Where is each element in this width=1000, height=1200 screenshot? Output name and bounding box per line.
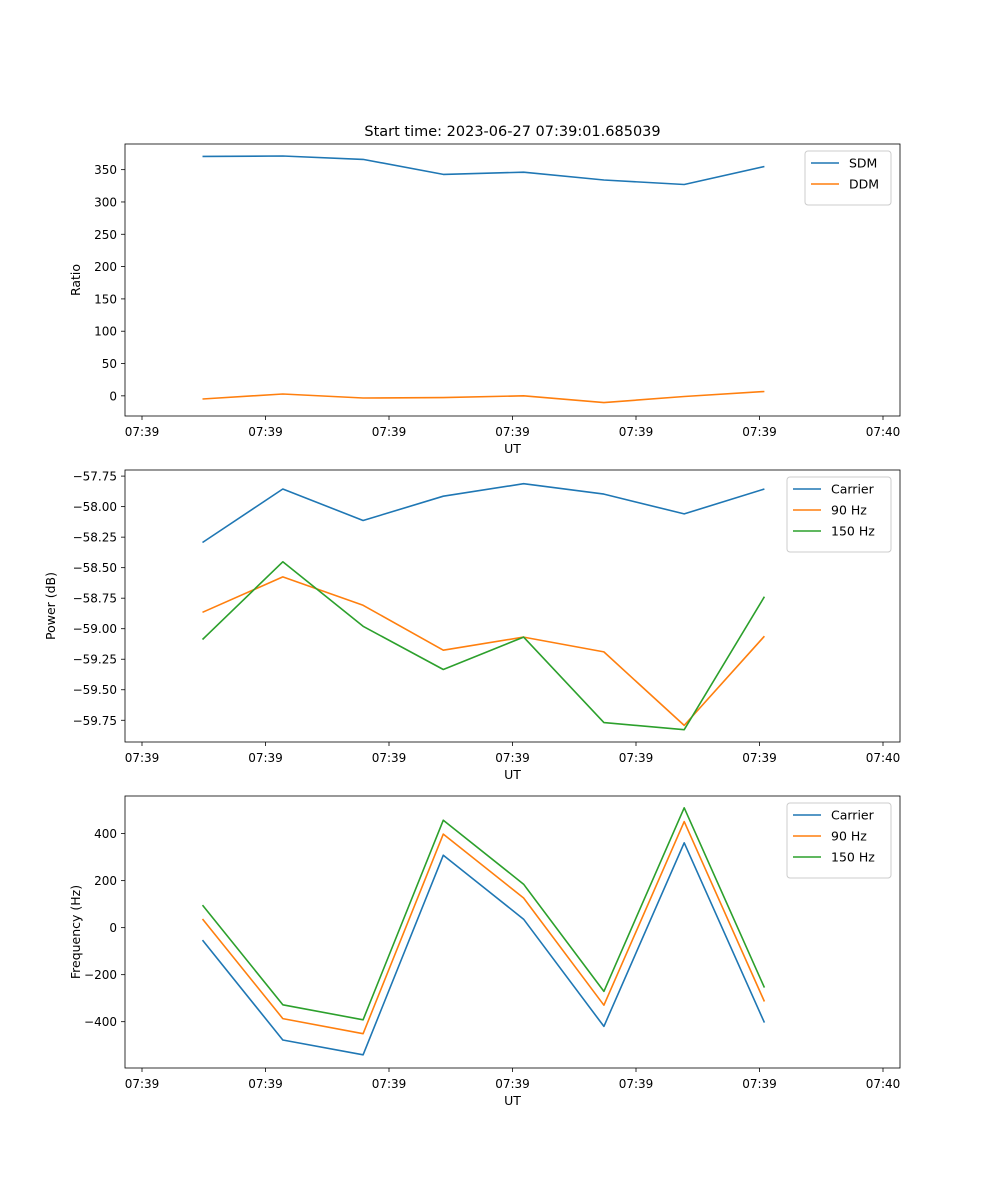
y-tick-label: −57.75 xyxy=(73,470,117,484)
y-tick-label: 250 xyxy=(94,228,117,242)
legend-box xyxy=(786,476,892,553)
x-tick-label: 07:39 xyxy=(372,1077,407,1091)
x-tick-label: 07:40 xyxy=(866,425,901,439)
x-tick-label: 07:39 xyxy=(372,425,407,439)
y-tick-label: −59.50 xyxy=(73,683,117,697)
x-axis-label: UT xyxy=(504,767,521,782)
x-axis-label: UT xyxy=(504,1093,521,1108)
y-tick-label: −58.75 xyxy=(73,592,117,606)
x-tick-label: 07:39 xyxy=(619,1077,654,1091)
legend-label: 150 Hz xyxy=(831,524,875,539)
x-tick-label: 07:39 xyxy=(125,751,160,765)
y-tick-label: −59.25 xyxy=(73,653,117,667)
y-tick-label: 200 xyxy=(94,260,117,274)
x-axis-label: UT xyxy=(504,441,521,456)
x-tick-label: 07:40 xyxy=(866,1077,901,1091)
power-panel: 07:39 07:39 07:39 07:39 07:39 07:39 07:40 −59.7… xyxy=(43,469,901,782)
x-tick-label: 07:39 xyxy=(248,751,283,765)
y-axis-label: Frequency (Hz) xyxy=(68,885,83,979)
y-tick-label: 200 xyxy=(94,874,117,888)
y-tick-label: 0 xyxy=(109,921,117,935)
y-tick-label: −400 xyxy=(84,1015,117,1029)
frequency-panel: 07:39 07:39 07:39 07:39 07:39 07:39 07:40 −400 −… xyxy=(68,795,901,1108)
x-tick-label: 07:39 xyxy=(495,425,530,439)
y-axis-label: Ratio xyxy=(68,264,83,296)
y-tick-label: −58.25 xyxy=(73,531,117,545)
legend-label: Carrier xyxy=(831,482,875,497)
series-line-carrier xyxy=(202,482,765,544)
ratio-panel: 07:39 07:39 07:39 07:39 07:39 07:39 07:40 0 50 10… xyxy=(68,143,901,456)
x-tick-label: 07:39 xyxy=(742,425,777,439)
axes-frame xyxy=(124,795,901,1069)
legend-label: 90 Hz xyxy=(831,503,867,518)
series-line-90-hz xyxy=(202,576,765,727)
y-tick-label: 150 xyxy=(94,292,117,306)
y-tick-label: −59.75 xyxy=(73,714,117,728)
legend-box xyxy=(786,802,892,879)
y-tick-label: 400 xyxy=(94,827,117,841)
y-tick-label: 0 xyxy=(109,389,117,403)
y-tick-label: −58.50 xyxy=(73,561,117,575)
x-tick-label: 07:39 xyxy=(125,1077,160,1091)
series-line-ddm xyxy=(202,390,765,404)
y-tick-label: 300 xyxy=(94,195,117,209)
axes-frame xyxy=(124,469,901,743)
legend-label: SDM xyxy=(849,156,877,171)
y-tick-label: −200 xyxy=(84,968,117,982)
x-tick-label: 07:39 xyxy=(742,1077,777,1091)
series-line-90-hz xyxy=(201,820,766,1035)
y-tick-label: −59.00 xyxy=(73,622,117,636)
figure-title: Start time: 2023-06-27 07:39:01.685039 xyxy=(364,124,660,140)
y-tick-label: 350 xyxy=(94,163,117,177)
x-tick-label: 07:39 xyxy=(125,425,160,439)
series-line-carrier xyxy=(201,841,766,1056)
x-tick-label: 07:39 xyxy=(248,425,283,439)
legend-label: 150 Hz xyxy=(831,850,875,865)
axes-frame xyxy=(124,143,901,417)
y-axis-label: Power (dB) xyxy=(43,572,58,640)
x-tick-label: 07:39 xyxy=(248,1077,283,1091)
legend-label: DDM xyxy=(849,177,879,192)
series-line-150-hz xyxy=(201,560,766,731)
series-line-sdm xyxy=(202,155,765,186)
x-tick-label: 07:39 xyxy=(619,425,654,439)
legend-label: Carrier xyxy=(831,808,875,823)
x-tick-label: 07:39 xyxy=(619,751,654,765)
series-line-150-hz xyxy=(201,806,766,1021)
x-tick-label: 07:39 xyxy=(495,751,530,765)
x-tick-label: 07:39 xyxy=(372,751,407,765)
legend-box xyxy=(804,150,892,206)
x-tick-label: 07:39 xyxy=(495,1077,530,1091)
legend-label: 90 Hz xyxy=(831,829,867,844)
x-tick-label: 07:39 xyxy=(742,751,777,765)
y-tick-label: −58.00 xyxy=(73,500,117,514)
y-tick-label: 100 xyxy=(94,325,117,339)
y-tick-label: 50 xyxy=(102,357,117,371)
x-tick-label: 07:40 xyxy=(866,751,901,765)
